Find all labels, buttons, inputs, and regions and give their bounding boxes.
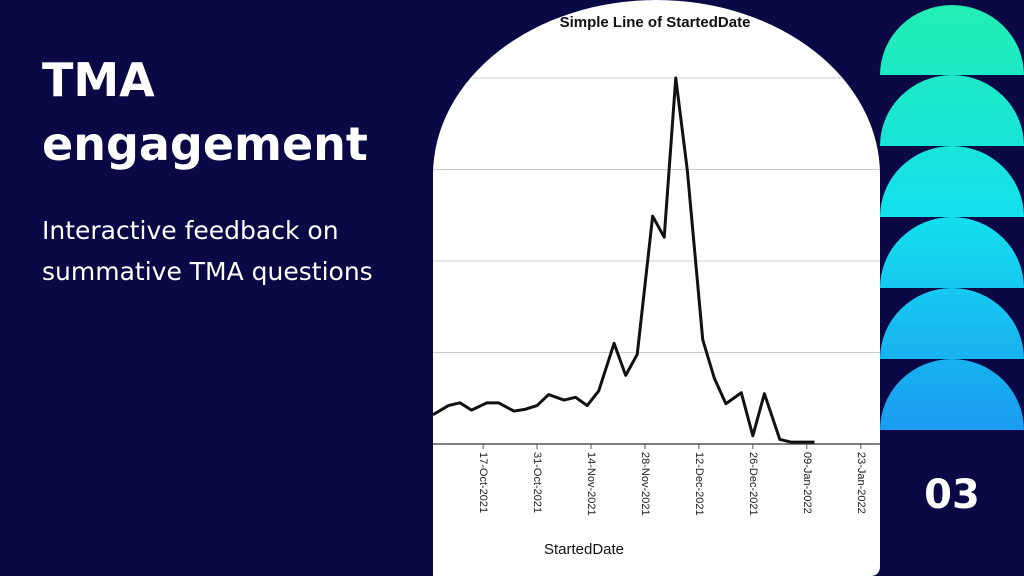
x-tick-label: 23-Jan-2022 xyxy=(855,452,867,514)
x-tick-label: 28-Nov-2021 xyxy=(639,452,651,516)
x-tick-label: 09-Jan-2022 xyxy=(801,452,813,514)
chart: Simple Line of StartedDate StartedDate 1… xyxy=(433,0,880,576)
x-tick-label: 14-Nov-2021 xyxy=(585,452,597,516)
slide-title: TMA engagement xyxy=(42,53,368,171)
x-tick-label: 26-Dec-2021 xyxy=(747,452,759,516)
x-tick-label: 12-Dec-2021 xyxy=(693,452,705,516)
decoration xyxy=(880,5,1024,430)
chart-background xyxy=(433,0,880,576)
x-tick-label: 31-Oct-2021 xyxy=(531,452,543,513)
x-axis-label: StartedDate xyxy=(544,541,624,558)
chart-title: Simple Line of StartedDate xyxy=(560,14,751,31)
line xyxy=(433,76,815,444)
slide-subtitle: Interactive feedback on summative TMA qu… xyxy=(42,216,373,286)
x-tick-label: 17-Oct-2021 xyxy=(477,452,489,513)
slide-number: 03 xyxy=(924,472,980,518)
